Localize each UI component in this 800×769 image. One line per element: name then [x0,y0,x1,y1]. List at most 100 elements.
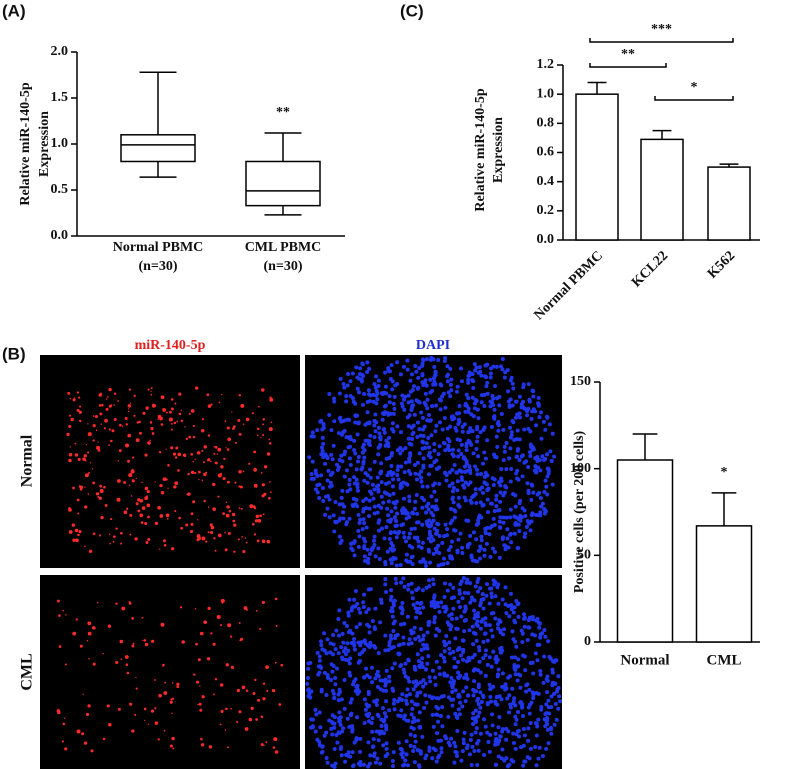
nucleus-dot [424,700,429,705]
nucleus-dot [511,610,516,615]
nucleus-dot [310,430,315,435]
nucleus-dot [376,738,381,743]
nucleus-dot [521,727,526,732]
nucleus-dot [365,410,370,415]
nucleus-dot [447,483,452,488]
nucleus-dot [499,364,504,369]
nucleus-dot [467,370,472,375]
signal-dot [144,642,149,647]
nucleus-dot [500,727,505,732]
nucleus-dot [345,716,350,721]
nucleus-dot [452,515,457,520]
nucleus-dot [352,597,357,602]
nucleus-dot [379,480,384,485]
nucleus-dot [495,657,500,662]
nucleus-dot [385,411,390,416]
nucleus-dot [473,368,478,373]
nucleus-dot [419,545,424,550]
signal-dot [103,427,106,430]
signal-dot [201,479,204,482]
nucleus-dot [491,516,496,521]
signal-dot [159,416,163,421]
signal-dot [192,500,196,504]
nucleus-dot [407,499,412,504]
nucleus-dot [414,693,419,698]
nucleus-dot [513,746,518,751]
signal-dot [231,411,233,413]
nucleus-dot [458,700,463,705]
signal-dot [115,602,118,605]
nucleus-dot [464,685,469,690]
nucleus-dot [462,675,467,680]
nucleus-dot [355,484,360,489]
signal-dot [196,534,201,538]
y-tick-label: 0.6 [537,145,555,160]
nucleus-dot [449,388,454,393]
nucleus-dot [523,514,528,519]
nucleus-dot [460,551,465,556]
nucleus-dot [460,478,465,483]
nucleus-dot [477,556,482,561]
nucleus-dot [314,712,319,717]
nucleus-dot [402,470,407,475]
nucleus-dot [486,486,491,491]
nucleus-dot [329,662,334,667]
nucleus-dot [507,614,512,619]
nucleus-dot [378,761,383,766]
nucleus-dot [418,433,423,438]
nucleus-dot [463,608,468,613]
nucleus-dot [342,385,347,390]
nucleus-dot [516,657,521,662]
nucleus-dot [513,415,518,420]
nucleus-dot [474,638,479,643]
nucleus-dot [513,522,518,527]
nucleus-dot [357,622,362,627]
signal-dot [110,439,113,443]
signal-dot [144,719,146,722]
nucleus-dot [508,531,513,536]
y-tick-label: 50 [577,548,591,563]
nucleus-dot [516,709,521,714]
nucleus-dot [443,522,448,527]
signal-dot [226,746,229,749]
nucleus-dot [387,674,392,679]
signal-dot [64,663,67,666]
signal-dot [248,462,251,465]
nucleus-dot [361,762,366,767]
nucleus-dot [379,461,384,466]
signal-dot [141,616,144,619]
nucleus-dot [489,611,494,616]
signal-dot [127,459,130,463]
nucleus-dot [540,454,545,459]
nucleus-dot [357,658,362,663]
signal-dot [203,472,207,477]
nucleus-dot [469,763,474,768]
nucleus-dot [478,705,483,710]
nucleus-dot [395,511,400,516]
nucleus-dot [461,689,466,694]
nucleus-dot [542,490,547,495]
nucleus-dot [430,389,435,394]
signal-dot [253,483,258,488]
nucleus-dot [502,375,507,380]
nucleus-dot [515,729,520,734]
nucleus-dot [373,385,378,390]
nucleus-dot [476,748,481,753]
signal-dot [83,741,88,745]
nucleus-dot [367,399,372,404]
nucleus-dot [410,372,415,377]
signal-dot [237,419,241,422]
nucleus-dot [489,594,494,599]
nucleus-dot [356,640,361,645]
nucleus-dot [366,764,371,769]
nucleus-dot [492,522,497,527]
nucleus-dot [376,650,381,655]
signal-dot [203,620,207,624]
nucleus-dot [482,404,487,409]
nucleus-dot [549,459,554,464]
signal-dot [253,533,257,536]
nucleus-dot [477,365,482,370]
nucleus-dot [360,450,365,455]
signal-dot [261,539,266,544]
